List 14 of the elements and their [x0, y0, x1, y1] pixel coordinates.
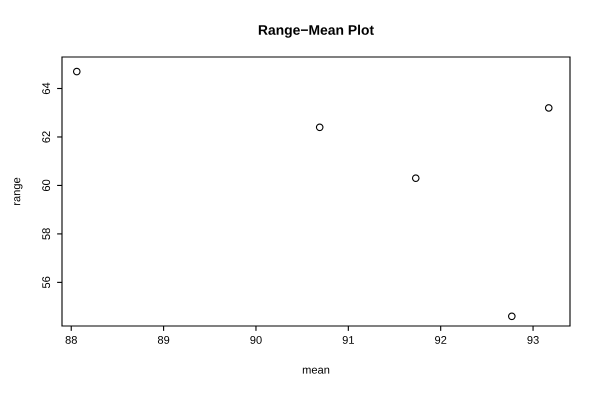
chart-title: Range−Mean Plot	[258, 24, 374, 38]
x-tick-label: 92	[435, 336, 446, 344]
x-tick-label: 91	[342, 336, 354, 344]
y-tick-label: 60	[42, 180, 50, 192]
y-tick-label: 64	[42, 82, 50, 94]
x-axis-title: mean	[302, 368, 330, 374]
x-tick-label: 88	[66, 336, 77, 344]
x-tick-label: 93	[527, 336, 539, 344]
y-tick-label: 56	[42, 276, 50, 288]
y-tick-label: 62	[42, 131, 50, 143]
x-tick-label: 90	[250, 336, 262, 344]
y-tick-label: 58	[42, 228, 50, 240]
x-tick-label: 89	[158, 336, 170, 344]
y-axis-title: range	[14, 178, 22, 205]
